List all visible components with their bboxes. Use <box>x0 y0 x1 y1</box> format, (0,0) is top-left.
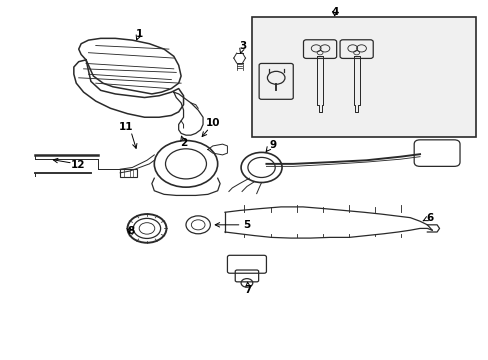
Text: 7: 7 <box>244 285 252 295</box>
Text: 9: 9 <box>269 140 276 150</box>
Text: 8: 8 <box>127 226 135 236</box>
Text: 3: 3 <box>239 41 246 50</box>
Text: 2: 2 <box>180 138 187 148</box>
Bar <box>251 17 475 137</box>
Text: 10: 10 <box>205 118 220 128</box>
Text: 11: 11 <box>119 122 134 132</box>
Text: 4: 4 <box>330 7 338 17</box>
Text: 12: 12 <box>70 159 85 170</box>
Text: 1: 1 <box>136 29 143 39</box>
Text: 5: 5 <box>243 220 250 230</box>
Bar <box>120 169 137 177</box>
Text: 6: 6 <box>426 213 432 222</box>
